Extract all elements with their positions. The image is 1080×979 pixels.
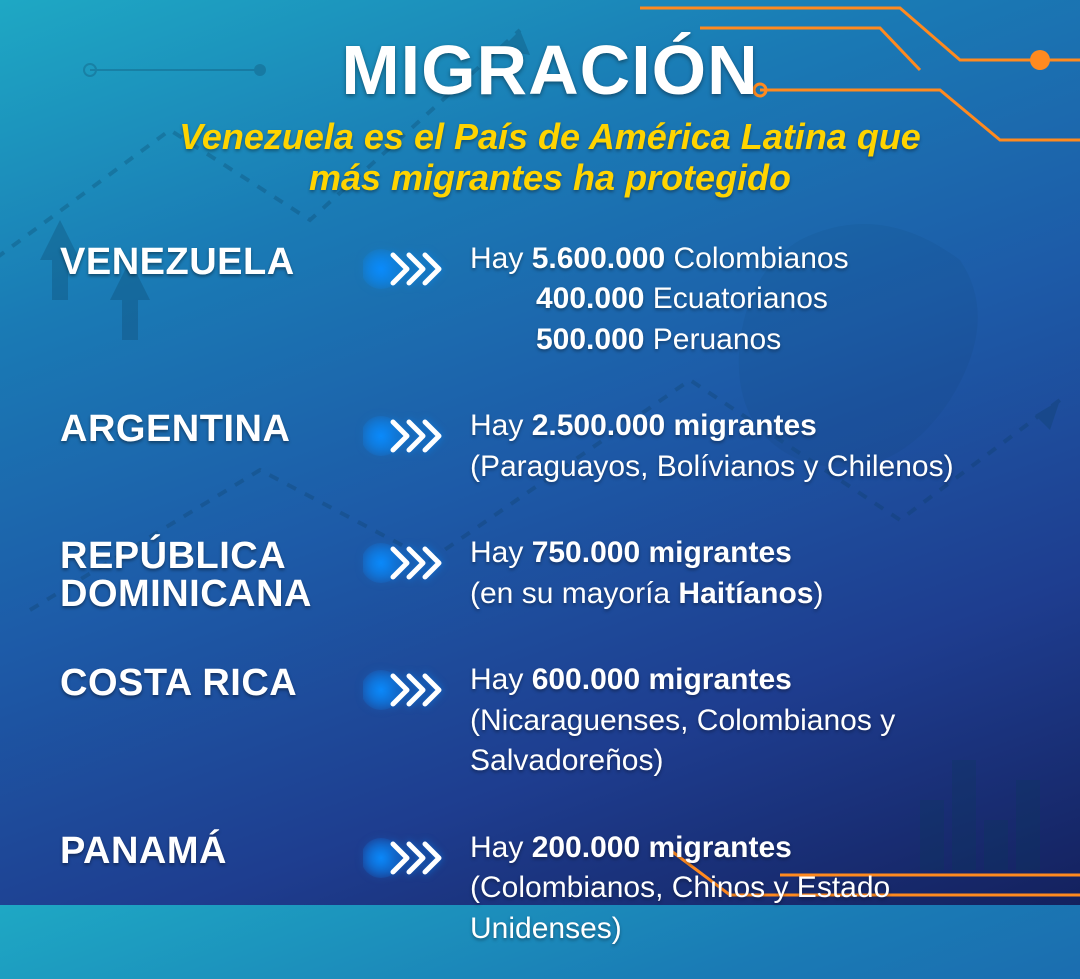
country-detail: Hay 750.000 migrantes(en su mayoría Hait… [470, 533, 1040, 614]
chevron-right-icon [360, 660, 450, 712]
country-row: VENEZUELA Hay 5.600.000 Colombianos400.0… [60, 239, 1040, 361]
country-name: REPÚBLICA DOMINICANA [60, 533, 340, 613]
country-detail: Hay 2.500.000 migrantes(Paraguayos, Bolí… [470, 406, 1040, 487]
chevron-right-icon [360, 406, 450, 458]
detail-line: Hay 5.600.000 Colombianos [470, 239, 1040, 280]
country-name: COSTA RICA [60, 660, 340, 702]
chevron-right-icon [360, 239, 450, 291]
detail-line: 500.000 Peruanos [470, 320, 1040, 361]
country-detail: Hay 200.000 migrantes(Colombianos, Chino… [470, 828, 1040, 950]
subtitle-line: Venezuela es el País de América Latina q… [179, 116, 921, 157]
detail-line: Hay 2.500.000 migrantes [470, 406, 1040, 447]
detail-line: Hay 600.000 migrantes [470, 660, 1040, 701]
main-title: MIGRACIÓN [60, 30, 1040, 110]
detail-line: (en su mayoría Haitíanos) [470, 574, 1040, 615]
detail-line: 400.000 Ecuatorianos [470, 279, 1040, 320]
detail-line: (Paraguayos, Bolívianos y Chilenos) [470, 447, 1040, 488]
country-row: COSTA RICA Hay 600.000 migrantes(Nicarag… [60, 660, 1040, 782]
country-name: ARGENTINA [60, 406, 340, 448]
subtitle: Venezuela es el País de América Latina q… [60, 116, 1040, 199]
detail-line: (Colombianos, Chinos y Estado Unidenses) [470, 868, 1040, 949]
country-detail: Hay 5.600.000 Colombianos400.000 Ecuator… [470, 239, 1040, 361]
country-name: VENEZUELA [60, 239, 340, 281]
chevron-right-icon [360, 828, 450, 880]
country-detail: Hay 600.000 migrantes(Nicaraguenses, Col… [470, 660, 1040, 782]
country-rows: VENEZUELA Hay 5.600.000 Colombianos400.0… [60, 239, 1040, 950]
country-row: REPÚBLICA DOMINICANA Hay 750.000 migrant… [60, 533, 1040, 614]
detail-line: (Nicaraguenses, Colombianos y Salvadoreñ… [470, 701, 1040, 782]
detail-line: Hay 200.000 migrantes [470, 828, 1040, 869]
infographic-content: MIGRACIÓN Venezuela es el País de Améric… [0, 0, 1080, 979]
country-row: ARGENTINA Hay 2.500.000 migrantes(Paragu… [60, 406, 1040, 487]
detail-line: Hay 750.000 migrantes [470, 533, 1040, 574]
country-name: PANAMÁ [60, 828, 340, 870]
country-row: PANAMÁ Hay 200.000 migrantes(Colombianos… [60, 828, 1040, 950]
chevron-right-icon [360, 533, 450, 585]
subtitle-line: más migrantes ha protegido [309, 157, 791, 198]
